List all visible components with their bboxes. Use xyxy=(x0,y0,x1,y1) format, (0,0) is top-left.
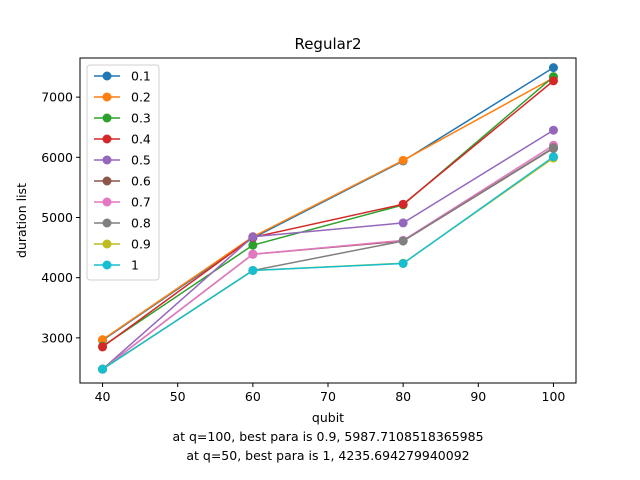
legend-entry: 0.6 xyxy=(94,174,151,189)
x-tick-label: 40 xyxy=(95,389,111,404)
legend-swatch-marker xyxy=(102,260,112,270)
x-tick-label: 90 xyxy=(470,389,486,404)
data-point xyxy=(98,364,108,374)
y-tick-label: 5000 xyxy=(41,210,73,225)
legend-label: 0.3 xyxy=(131,111,151,126)
series-line xyxy=(102,156,554,370)
y-tick-label: 7000 xyxy=(41,90,73,105)
data-point xyxy=(548,143,558,153)
data-point xyxy=(248,240,258,250)
annotation-line-1: at q=100, best para is 0.9, 5987.7108518… xyxy=(172,429,483,444)
series-line xyxy=(102,76,554,347)
y-axis-label: duration list xyxy=(14,183,29,258)
legend-entry: 0.8 xyxy=(94,216,151,231)
data-point xyxy=(98,342,108,352)
series-line xyxy=(102,129,554,370)
legend-swatch-marker xyxy=(102,239,112,249)
legend-swatch-marker xyxy=(102,176,112,186)
legend-label: 0.2 xyxy=(131,90,151,105)
x-tick-label: 70 xyxy=(320,389,336,404)
series-0.5 xyxy=(98,125,558,374)
legend-entry: 1 xyxy=(94,258,139,273)
legend-entry: 0.3 xyxy=(94,111,151,126)
x-axis: 40 50 60 70 80 90 100 xyxy=(95,383,566,404)
legend-entry: 0.4 xyxy=(94,132,151,147)
data-point xyxy=(248,249,258,259)
legend-entry: 0.2 xyxy=(94,90,151,105)
data-point xyxy=(248,265,258,275)
legend-label: 0.1 xyxy=(131,69,151,84)
legend-entry: 0.7 xyxy=(94,195,151,210)
data-point xyxy=(98,335,108,345)
data-point xyxy=(548,125,558,135)
legend-entry: 0.5 xyxy=(94,153,151,168)
legend-swatch-marker xyxy=(102,197,112,207)
data-point xyxy=(548,63,558,73)
x-tick-label: 60 xyxy=(245,389,261,404)
legend-label: 0.5 xyxy=(131,153,151,168)
series-line xyxy=(102,77,554,341)
data-point xyxy=(548,76,558,86)
legend: 0.1 0.2 0.3 0.4 0.5 0.6 0.7 0.8 0.9 1 xyxy=(86,64,160,281)
x-tick-label: 80 xyxy=(395,389,411,404)
legend-entry: 0.9 xyxy=(94,237,151,252)
y-tick-label: 6000 xyxy=(41,150,73,165)
legend-label: 0.8 xyxy=(131,216,151,231)
data-point xyxy=(248,232,258,242)
legend-swatch-marker xyxy=(102,92,112,102)
series-1 xyxy=(98,152,558,374)
legend-entry: 0.1 xyxy=(94,69,151,84)
x-axis-label: qubit xyxy=(312,410,344,425)
legend-label: 0.6 xyxy=(131,174,151,189)
chart-title: Regular2 xyxy=(294,35,361,53)
x-tick-label: 100 xyxy=(542,389,566,404)
legend-swatch-marker xyxy=(102,218,112,228)
series-line xyxy=(102,80,554,348)
data-point xyxy=(398,199,408,209)
data-point xyxy=(398,218,408,228)
legend-swatch-marker xyxy=(102,134,112,144)
x-tick-label: 50 xyxy=(170,389,186,404)
legend-label: 0.7 xyxy=(131,195,151,210)
legend-swatch-marker xyxy=(102,71,112,81)
data-point xyxy=(398,258,408,268)
series-line xyxy=(102,144,554,370)
legend-swatch-marker xyxy=(102,155,112,165)
legend-swatch-marker xyxy=(102,113,112,123)
plot-area xyxy=(98,63,558,374)
annotation-line-2: at q=50, best para is 1, 4235.6942799400… xyxy=(186,448,469,463)
legend-label: 1 xyxy=(131,258,139,273)
data-point xyxy=(548,152,558,162)
y-tick-label: 4000 xyxy=(41,270,73,285)
data-point xyxy=(398,155,408,165)
legend-label: 0.9 xyxy=(131,237,151,252)
legend-label: 0.4 xyxy=(131,132,151,147)
data-point xyxy=(398,236,408,246)
y-axis: 3000 4000 5000 6000 7000 xyxy=(41,90,80,345)
y-tick-label: 3000 xyxy=(41,330,73,345)
